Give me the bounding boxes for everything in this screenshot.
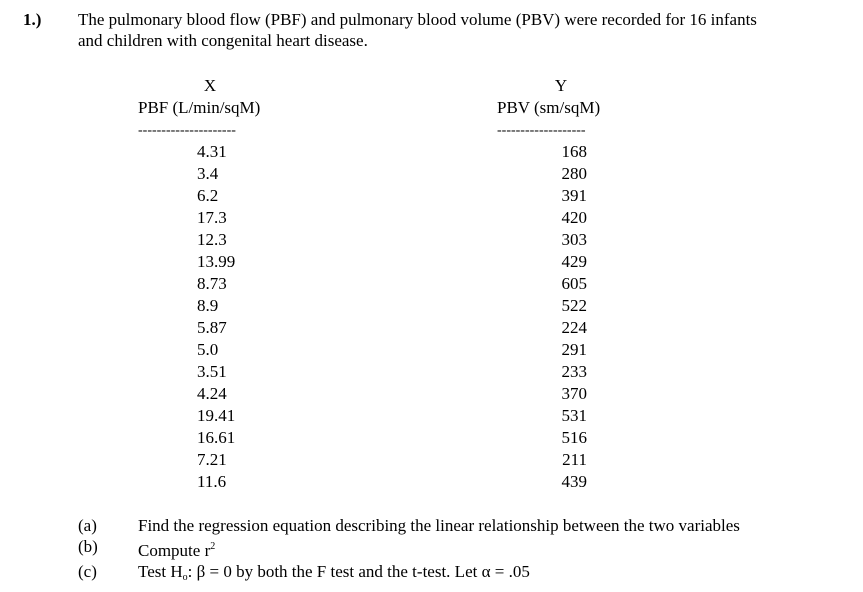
table-cell-x: 11.6 bbox=[197, 472, 227, 491]
y-column-letter: Y bbox=[554, 76, 568, 95]
table-cell-y: 224 bbox=[561, 318, 588, 337]
part-c-post: : β = 0 by both the F test and the t-tes… bbox=[187, 562, 530, 581]
part-b-label: (b) bbox=[78, 537, 98, 556]
table-cell-y: 303 bbox=[561, 230, 588, 249]
part-b-main: Compute r bbox=[138, 541, 211, 560]
table-cell-y: 280 bbox=[561, 164, 588, 183]
table-cell-x: 19.41 bbox=[197, 406, 236, 425]
x-column-label: PBF (L/min/sqM) bbox=[138, 98, 261, 117]
part-c-pre: Test H bbox=[138, 562, 183, 581]
table-cell-x: 5.0 bbox=[197, 340, 219, 359]
table-cell-y: 429 bbox=[561, 252, 588, 271]
y-column-label: PBV (sm/sqM) bbox=[497, 98, 601, 117]
y-column-rule: ------------------- bbox=[497, 123, 586, 138]
x-column-letter: X bbox=[203, 76, 217, 95]
table-cell-x: 4.24 bbox=[197, 384, 227, 403]
question-intro-line-2: and children with congenital heart disea… bbox=[78, 31, 368, 50]
table-cell-x: 7.21 bbox=[197, 450, 227, 469]
table-cell-x: 6.2 bbox=[197, 186, 219, 205]
part-a-text: Find the regression equation describing … bbox=[138, 516, 740, 535]
question-number: 1.) bbox=[23, 10, 42, 29]
table-cell-y: 516 bbox=[561, 428, 588, 447]
table-cell-y: 439 bbox=[561, 472, 588, 491]
question-intro-line-1: The pulmonary blood flow (PBF) and pulmo… bbox=[78, 10, 757, 29]
table-cell-y: 391 bbox=[561, 186, 588, 205]
x-column-rule: --------------------- bbox=[138, 123, 236, 138]
table-cell-x: 3.51 bbox=[197, 362, 227, 381]
part-c-subscript: o bbox=[182, 572, 188, 583]
table-cell-y: 168 bbox=[561, 142, 588, 161]
part-c-label: (c) bbox=[78, 562, 97, 581]
table-cell-y: 233 bbox=[561, 362, 588, 381]
table-cell-x: 16.61 bbox=[197, 428, 236, 447]
table-cell-x: 3.4 bbox=[197, 164, 219, 183]
table-cell-y: 420 bbox=[561, 208, 588, 227]
table-cell-x: 12.3 bbox=[197, 230, 227, 249]
part-c-text: Test Ho: β = 0 by both the F test and th… bbox=[138, 562, 530, 588]
table-cell-y: 211 bbox=[562, 450, 587, 469]
part-b-superscript: 2 bbox=[210, 541, 216, 552]
table-cell-x: 8.73 bbox=[197, 274, 227, 293]
part-b-text: Compute r2 bbox=[138, 537, 215, 561]
table-cell-x: 8.9 bbox=[197, 296, 219, 315]
table-cell-x: 13.99 bbox=[197, 252, 236, 271]
table-cell-y: 370 bbox=[561, 384, 588, 403]
table-cell-y: 522 bbox=[561, 296, 588, 315]
part-a-label: (a) bbox=[78, 516, 97, 535]
table-cell-x: 4.31 bbox=[197, 142, 227, 161]
table-cell-y: 291 bbox=[561, 340, 588, 359]
table-cell-y: 531 bbox=[561, 406, 588, 425]
table-cell-x: 5.87 bbox=[197, 318, 227, 337]
table-cell-x: 17.3 bbox=[197, 208, 227, 227]
table-cell-y: 605 bbox=[561, 274, 588, 293]
